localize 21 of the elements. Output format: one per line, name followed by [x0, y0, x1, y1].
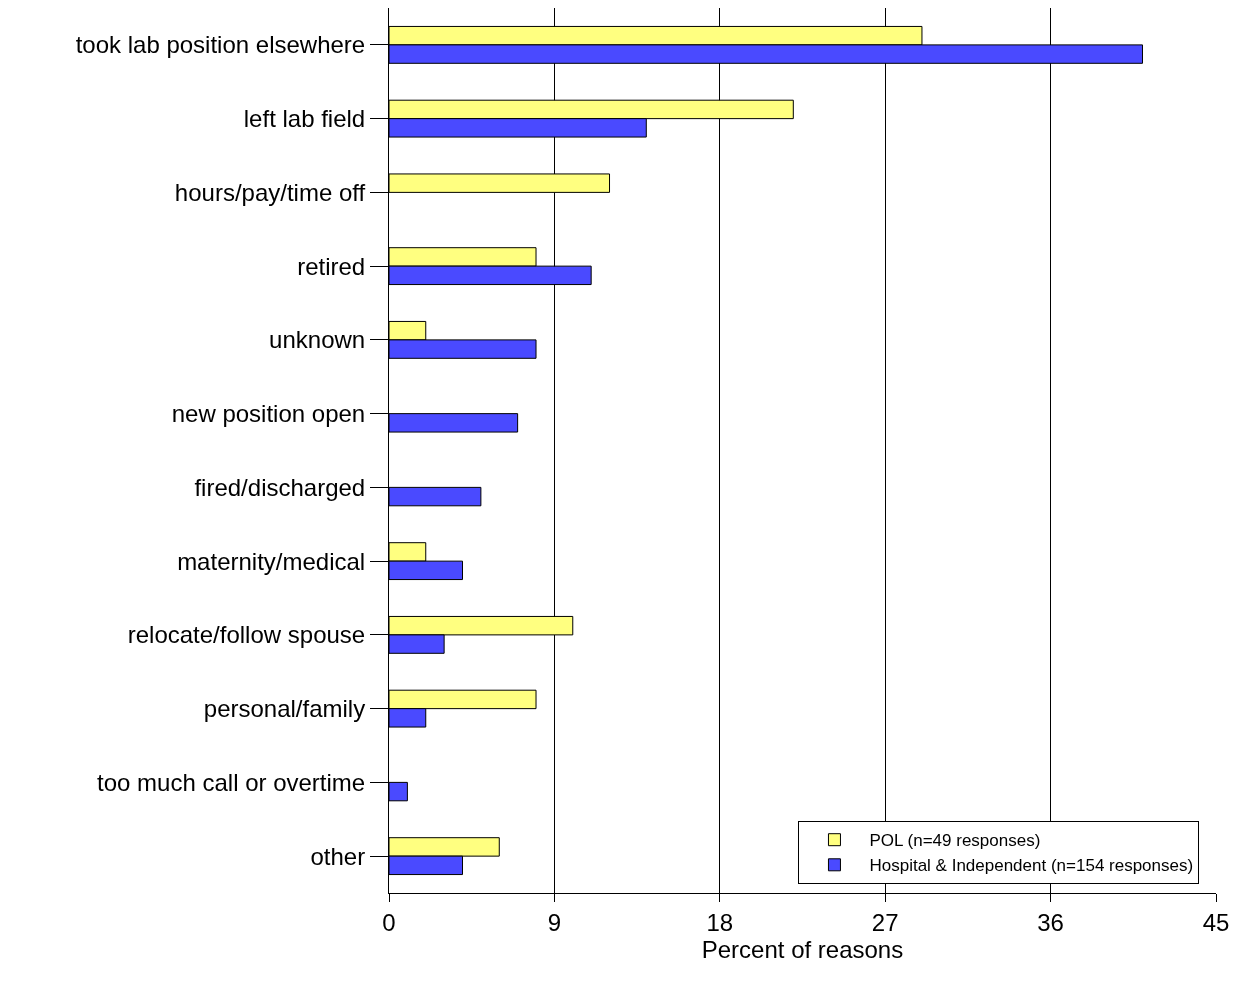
x-tick-label: 45 — [1202, 908, 1230, 936]
x-tick-label: 18 — [706, 908, 734, 936]
y-tick-label: retired — [297, 252, 366, 280]
y-tick-label: other — [310, 842, 366, 870]
y-tick-label: hours/pay/time off — [174, 178, 366, 206]
y-tick-label: left lab field — [243, 105, 366, 133]
y-tick-label: maternity/medical — [177, 547, 366, 575]
x-tick-label: 27 — [871, 908, 899, 936]
y-tick-label: fired/discharged — [194, 473, 366, 501]
x-tick-label: 0 — [382, 908, 396, 936]
y-tick-label: relocate/follow spouse — [127, 621, 366, 649]
y-tick-label: unknown — [269, 326, 366, 354]
x-tick-label: 36 — [1037, 908, 1064, 936]
legend-label: Hospital & Independent (n=154 responses) — [869, 856, 1194, 876]
legend-label: POL (n=49 responses) — [869, 831, 1041, 851]
y-tick-label: new position open — [171, 400, 366, 428]
y-tick-label: personal/family — [203, 695, 366, 723]
x-tick-label: 9 — [547, 908, 562, 936]
x-axis-title: Percent of reasons — [701, 935, 904, 963]
y-tick-label: too much call or overtime — [97, 768, 366, 796]
y-tick-label: took lab position elsewhere — [75, 31, 366, 59]
